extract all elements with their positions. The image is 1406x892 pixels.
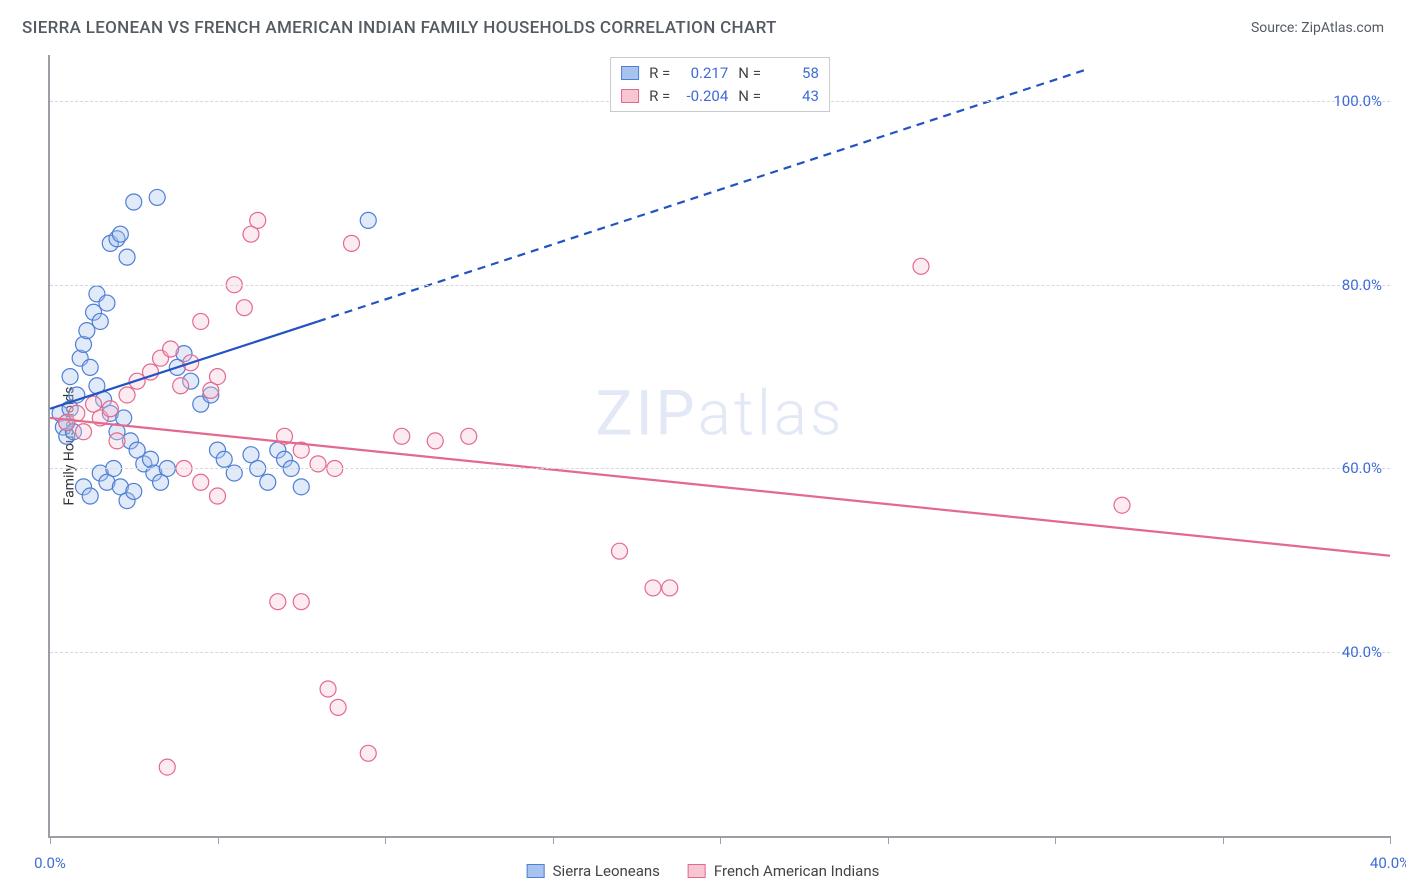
gridline bbox=[50, 468, 1390, 469]
swatch-blue bbox=[527, 864, 545, 878]
x-tick bbox=[553, 836, 554, 844]
legend-label-blue: Sierra Leoneans bbox=[553, 862, 660, 880]
source-attribution: Source: ZipAtlas.com bbox=[1251, 20, 1384, 36]
x-tick bbox=[50, 836, 51, 844]
correlation-chart: SIERRA LEONEAN VS FRENCH AMERICAN INDIAN… bbox=[0, 0, 1406, 892]
swatch-pink bbox=[621, 89, 639, 103]
y-tick-label: 100.0% bbox=[1333, 92, 1382, 110]
y-tick-label: 60.0% bbox=[1342, 459, 1382, 477]
chart-svg bbox=[50, 55, 1390, 836]
y-tick-label: 80.0% bbox=[1342, 276, 1382, 294]
x-tick bbox=[720, 836, 721, 844]
x-tick bbox=[888, 836, 889, 844]
plot-area: ZIPatlas R = 0.217 N = 58 R = -0.204 N =… bbox=[48, 55, 1390, 838]
chart-title: SIERRA LEONEAN VS FRENCH AMERICAN INDIAN… bbox=[22, 18, 777, 38]
x-tick bbox=[1390, 836, 1391, 844]
x-tick-label: 40.0% bbox=[1370, 854, 1406, 872]
x-tick bbox=[218, 836, 219, 844]
gridline bbox=[50, 652, 1390, 653]
x-tick bbox=[1055, 836, 1056, 844]
n-label: N = bbox=[738, 62, 761, 85]
n-label: N = bbox=[738, 85, 761, 108]
r-value-pink: -0.204 bbox=[680, 85, 728, 108]
legend-item-blue: Sierra Leoneans bbox=[527, 862, 660, 880]
r-value-blue: 0.217 bbox=[680, 62, 728, 85]
n-value-blue: 58 bbox=[771, 62, 819, 85]
n-value-pink: 43 bbox=[771, 85, 819, 108]
legend-stats-row-blue: R = 0.217 N = 58 bbox=[621, 62, 819, 85]
r-label: R = bbox=[649, 62, 670, 85]
legend-stats: R = 0.217 N = 58 R = -0.204 N = 43 bbox=[610, 57, 830, 112]
y-tick-label: 40.0% bbox=[1342, 643, 1382, 661]
legend-stats-row-pink: R = -0.204 N = 43 bbox=[621, 85, 819, 108]
swatch-blue bbox=[621, 66, 639, 80]
gridline bbox=[50, 285, 1390, 286]
x-tick bbox=[385, 836, 386, 844]
legend-item-pink: French American Indians bbox=[688, 862, 879, 880]
r-label: R = bbox=[649, 85, 670, 108]
legend-series: Sierra Leoneans French American Indians bbox=[527, 862, 880, 880]
title-bar: SIERRA LEONEAN VS FRENCH AMERICAN INDIAN… bbox=[22, 18, 1384, 38]
x-tick-label: 0.0% bbox=[34, 854, 66, 872]
legend-label-pink: French American Indians bbox=[714, 862, 879, 880]
swatch-pink bbox=[688, 864, 706, 878]
x-tick bbox=[1223, 836, 1224, 844]
